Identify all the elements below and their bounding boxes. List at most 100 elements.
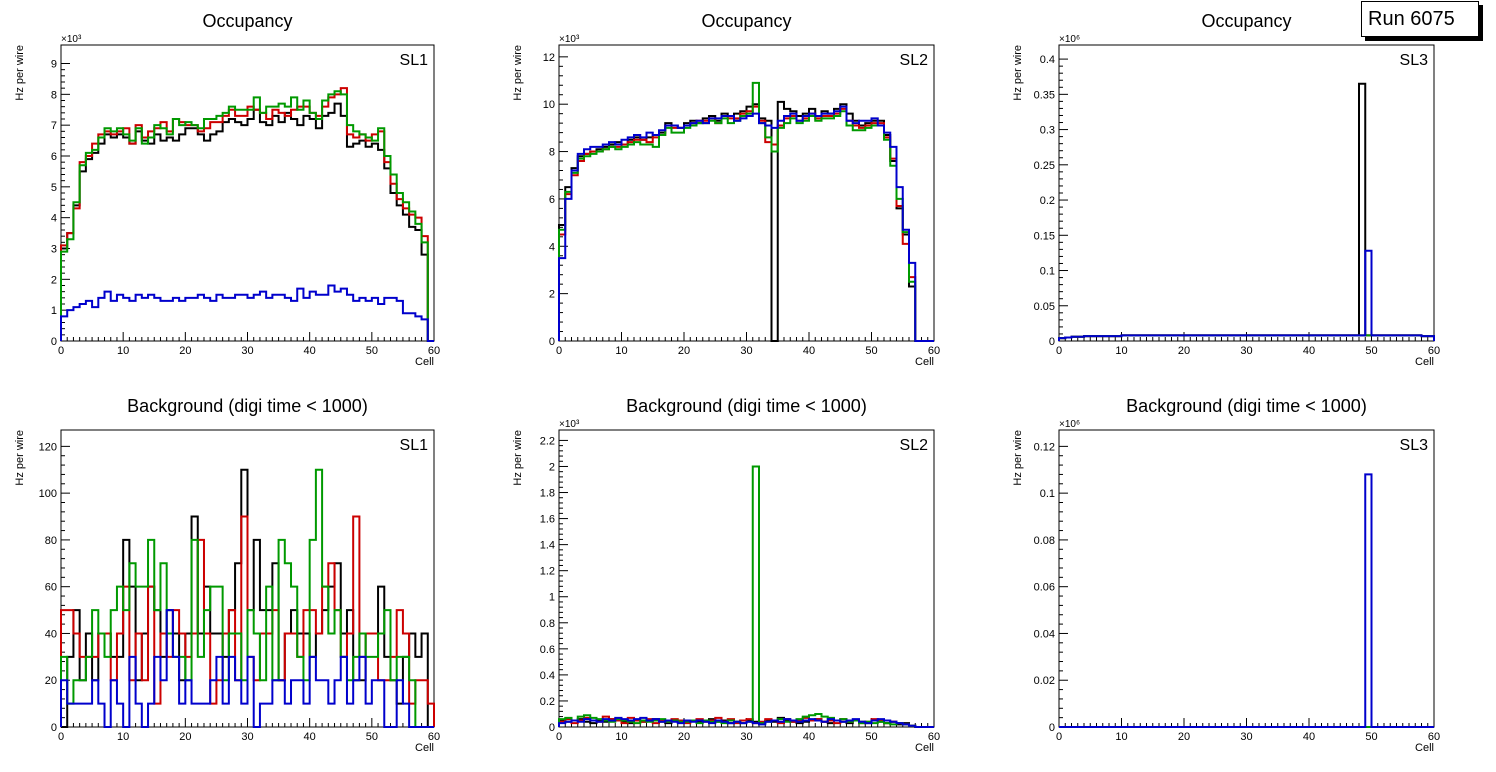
y-tick-label: 2 <box>549 289 555 301</box>
series-green-line <box>558 81 934 342</box>
series-blue-line <box>60 609 434 728</box>
y-tick-label: 0.3 <box>1040 125 1055 137</box>
y-tick-label: 4 <box>549 241 555 253</box>
series-black-line <box>60 102 434 342</box>
y-tick-label: 1.2 <box>540 566 555 578</box>
y-axis-exponent: ×10³ <box>559 419 580 430</box>
y-tick-label: 0.12 <box>1034 441 1055 453</box>
y-tick-label: 2 <box>549 461 555 473</box>
y-tick-label: 1 <box>51 305 57 317</box>
y-tick-label: 0 <box>549 722 555 734</box>
y-tick-label: 0.4 <box>1040 54 1055 66</box>
y-tick-label: 6 <box>51 151 57 163</box>
y-tick-label: 0.2 <box>1040 195 1055 207</box>
x-tick-label: 30 <box>740 731 752 743</box>
superlayer-label: SL1 <box>400 437 429 454</box>
y-tick-label: 0 <box>51 722 57 734</box>
y-tick-label: 0 <box>549 336 555 348</box>
superlayer-label: SL2 <box>900 437 929 454</box>
series-blue-line <box>558 716 934 728</box>
x-tick-label: 10 <box>1115 731 1127 743</box>
y-tick-label: 10 <box>543 99 555 111</box>
x-axis-label: Cell <box>415 356 434 368</box>
y-tick-label: 0.15 <box>1034 230 1055 242</box>
x-tick-label: 20 <box>1178 345 1190 357</box>
superlayer-label: SL3 <box>1400 437 1429 454</box>
x-tick-label: 30 <box>241 345 253 357</box>
y-axis-exponent: ×10³ <box>61 34 82 45</box>
run-number-label: Run 6075 <box>1368 8 1455 30</box>
y-tick-label: 0 <box>1049 722 1055 734</box>
x-tick-label: 60 <box>1428 345 1440 357</box>
x-tick-label: 10 <box>117 345 129 357</box>
y-tick-label: 9 <box>51 59 57 71</box>
y-tick-label: 0.04 <box>1034 628 1055 640</box>
y-tick-label: 0.35 <box>1034 89 1055 101</box>
x-tick-label: 50 <box>366 345 378 357</box>
y-tick-label: 1.4 <box>540 540 555 552</box>
y-tick-label: 0.05 <box>1034 301 1055 313</box>
x-tick-label: 40 <box>1303 731 1315 743</box>
y-tick-label: 120 <box>39 441 57 453</box>
x-tick-label: 20 <box>678 345 690 357</box>
y-axis-label: Hz per wire <box>14 45 26 101</box>
y-tick-label: 1 <box>549 592 555 604</box>
x-tick-label: 0 <box>1056 731 1062 743</box>
y-tick-label: 0.02 <box>1034 675 1055 687</box>
plot-frame <box>1058 429 1435 728</box>
x-tick-label: 60 <box>928 345 940 357</box>
y-tick-label: 0 <box>51 336 57 348</box>
x-tick-label: 0 <box>556 731 562 743</box>
x-tick-label: 0 <box>58 345 64 357</box>
y-axis-label: Hz per wire <box>1012 45 1024 101</box>
x-tick-label: 10 <box>117 731 129 743</box>
y-tick-label: 2.2 <box>540 435 555 447</box>
x-tick-label: 20 <box>678 731 690 743</box>
x-axis-label: Cell <box>1415 356 1434 368</box>
superlayer-label: SL2 <box>900 52 929 69</box>
y-tick-label: 7 <box>51 120 57 132</box>
x-tick-label: 60 <box>1428 731 1440 743</box>
y-tick-label: 0 <box>1049 336 1055 348</box>
x-axis-label: Cell <box>915 356 934 368</box>
y-axis-exponent: ×10⁶ <box>1059 419 1080 430</box>
y-tick-label: 0.4 <box>540 670 555 682</box>
y-axis-label: Hz per wire <box>1012 430 1024 486</box>
x-tick-label: 60 <box>928 731 940 743</box>
series-green-line <box>558 465 934 728</box>
series-red-line <box>60 87 434 342</box>
x-axis-label: Cell <box>1415 742 1434 754</box>
y-tick-label: 0.2 <box>540 696 555 708</box>
y-tick-label: 0.25 <box>1034 160 1055 172</box>
run-number-box: Run 6075 <box>1361 1 1479 37</box>
x-axis-label: Cell <box>915 742 934 754</box>
y-tick-label: 60 <box>45 582 57 594</box>
x-tick-label: 30 <box>241 731 253 743</box>
chart-title: Background (digi time < 1000) <box>127 396 368 416</box>
y-tick-label: 0.1 <box>1040 488 1055 500</box>
x-tick-label: 50 <box>1365 731 1377 743</box>
x-tick-label: 10 <box>1115 345 1127 357</box>
y-tick-label: 6 <box>549 194 555 206</box>
x-tick-label: 20 <box>179 731 191 743</box>
y-tick-label: 5 <box>51 182 57 194</box>
x-tick-label: 60 <box>428 345 440 357</box>
y-tick-label: 0.1 <box>1040 266 1055 278</box>
y-tick-label: 1.8 <box>540 488 555 500</box>
y-tick-label: 8 <box>51 89 57 101</box>
x-tick-label: 30 <box>1240 345 1252 357</box>
y-axis-exponent: ×10⁶ <box>1059 34 1080 45</box>
x-tick-label: 50 <box>1365 345 1377 357</box>
chart-title: Background (digi time < 1000) <box>626 396 867 416</box>
x-tick-label: 40 <box>1303 345 1315 357</box>
series-blue-line <box>1058 249 1435 341</box>
x-tick-label: 0 <box>58 731 64 743</box>
x-tick-label: 0 <box>1056 345 1062 357</box>
x-tick-label: 40 <box>304 731 316 743</box>
x-tick-label: 60 <box>428 731 440 743</box>
x-tick-label: 10 <box>615 731 627 743</box>
series-black-line <box>558 100 934 342</box>
